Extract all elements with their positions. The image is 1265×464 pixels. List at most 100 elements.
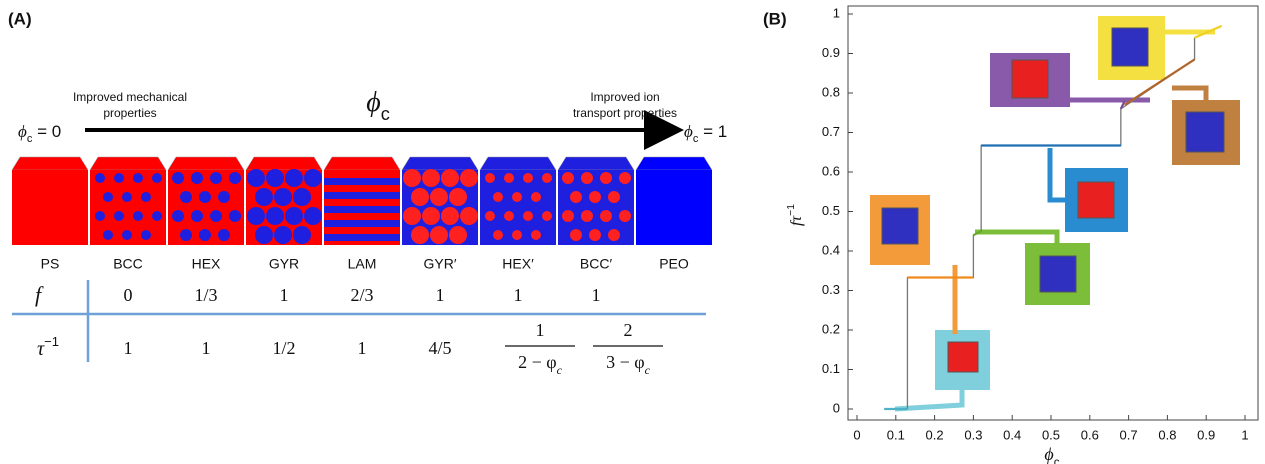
domain [172, 172, 184, 184]
domain [619, 172, 631, 184]
subscript: c [27, 133, 33, 145]
x-tick-label: 0.5 [1042, 427, 1060, 442]
panel-label: (B) [763, 9, 787, 28]
domain [210, 210, 222, 222]
phase-cube [635, 156, 713, 245]
domain [274, 226, 292, 244]
phase-name: LAM [348, 256, 377, 272]
table-cell: 0 [124, 285, 133, 305]
inset-arrow [1172, 85, 1209, 100]
phase-cube [323, 156, 401, 245]
symbol-label: ϕc = 0 [18, 122, 61, 145]
x-tick-label: 1 [1241, 427, 1248, 442]
domain [95, 173, 105, 183]
superscript: −1 [786, 204, 797, 216]
y-tick-label: 0.7 [822, 124, 840, 139]
series-line [1194, 24, 1223, 39]
inset-arrow [1047, 148, 1070, 203]
inset-cube [947, 341, 979, 373]
domain [589, 191, 601, 203]
domain [293, 188, 311, 206]
domain [172, 210, 184, 222]
x-tick-label: 0.9 [1197, 427, 1215, 442]
symbol-label: ϕc [1044, 444, 1059, 464]
rest: = 0 [32, 122, 61, 141]
domain [103, 192, 113, 202]
domain [562, 172, 574, 184]
domain [103, 230, 113, 240]
domain [581, 172, 593, 184]
domain [570, 229, 582, 241]
domain [512, 230, 522, 240]
denominator-text: 2 − φ [518, 352, 557, 372]
domain [430, 188, 448, 206]
phase-cube [479, 156, 557, 245]
x-tick-label: 0.2 [926, 427, 944, 442]
domain [293, 226, 311, 244]
denominator: 2 − φc [518, 352, 563, 377]
domain [247, 207, 265, 225]
symbol: ϕ [366, 87, 381, 118]
domain [218, 229, 230, 241]
y-tick-label: 0.6 [822, 163, 840, 178]
stripe [324, 220, 400, 227]
domain [485, 211, 495, 221]
domain [255, 226, 273, 244]
y-tick-label: 0.4 [822, 242, 840, 257]
numerator: 2 [624, 320, 633, 340]
x-tick-label: 0.6 [1081, 427, 1099, 442]
table-cell: 1/3 [194, 285, 217, 305]
domain [95, 211, 105, 221]
inset-cube [1039, 255, 1077, 293]
inset-cube [1011, 59, 1049, 99]
y-tick-label: 0.5 [822, 203, 840, 218]
domain [485, 173, 495, 183]
domain [411, 188, 429, 206]
phase-name: BCC [113, 256, 143, 272]
numerator: 1 [536, 320, 545, 340]
superscript: −1 [44, 334, 59, 349]
symbol: τ [37, 338, 45, 360]
cube-top [401, 156, 479, 171]
domain [180, 229, 192, 241]
domain [523, 211, 533, 221]
phase-cube [557, 156, 635, 245]
domain [441, 207, 459, 225]
stripe [324, 206, 400, 213]
domain [114, 211, 124, 221]
domain [141, 230, 151, 240]
inset-cube [1111, 27, 1149, 67]
note: transport properties [573, 106, 677, 120]
note: Improved ion [590, 90, 659, 104]
domain [133, 211, 143, 221]
table-cell: 1 [436, 285, 445, 305]
domain [512, 192, 522, 202]
cube-top [89, 156, 167, 171]
domain [449, 188, 467, 206]
domain [229, 172, 241, 184]
series-line [972, 230, 982, 237]
domain [266, 169, 284, 187]
phase-name: PEO [659, 256, 689, 272]
phase-name: GYR′ [424, 256, 457, 272]
cube-top [167, 156, 245, 171]
domain [460, 207, 478, 225]
domain [581, 210, 593, 222]
denominator: 3 − φc [606, 352, 651, 377]
symbol: ϕ [18, 122, 27, 141]
domain [141, 192, 151, 202]
phase-cube [245, 156, 323, 245]
domain [493, 192, 503, 202]
domain [531, 192, 541, 202]
stripe [324, 234, 400, 241]
y-tick-label: 0.9 [822, 45, 840, 60]
y-tick-label: 0.2 [822, 321, 840, 336]
domain [304, 207, 322, 225]
y-tick-label: 0.8 [822, 84, 840, 99]
domain [531, 230, 541, 240]
domain [608, 229, 620, 241]
domain [422, 169, 440, 187]
domain [114, 173, 124, 183]
domain [255, 188, 273, 206]
